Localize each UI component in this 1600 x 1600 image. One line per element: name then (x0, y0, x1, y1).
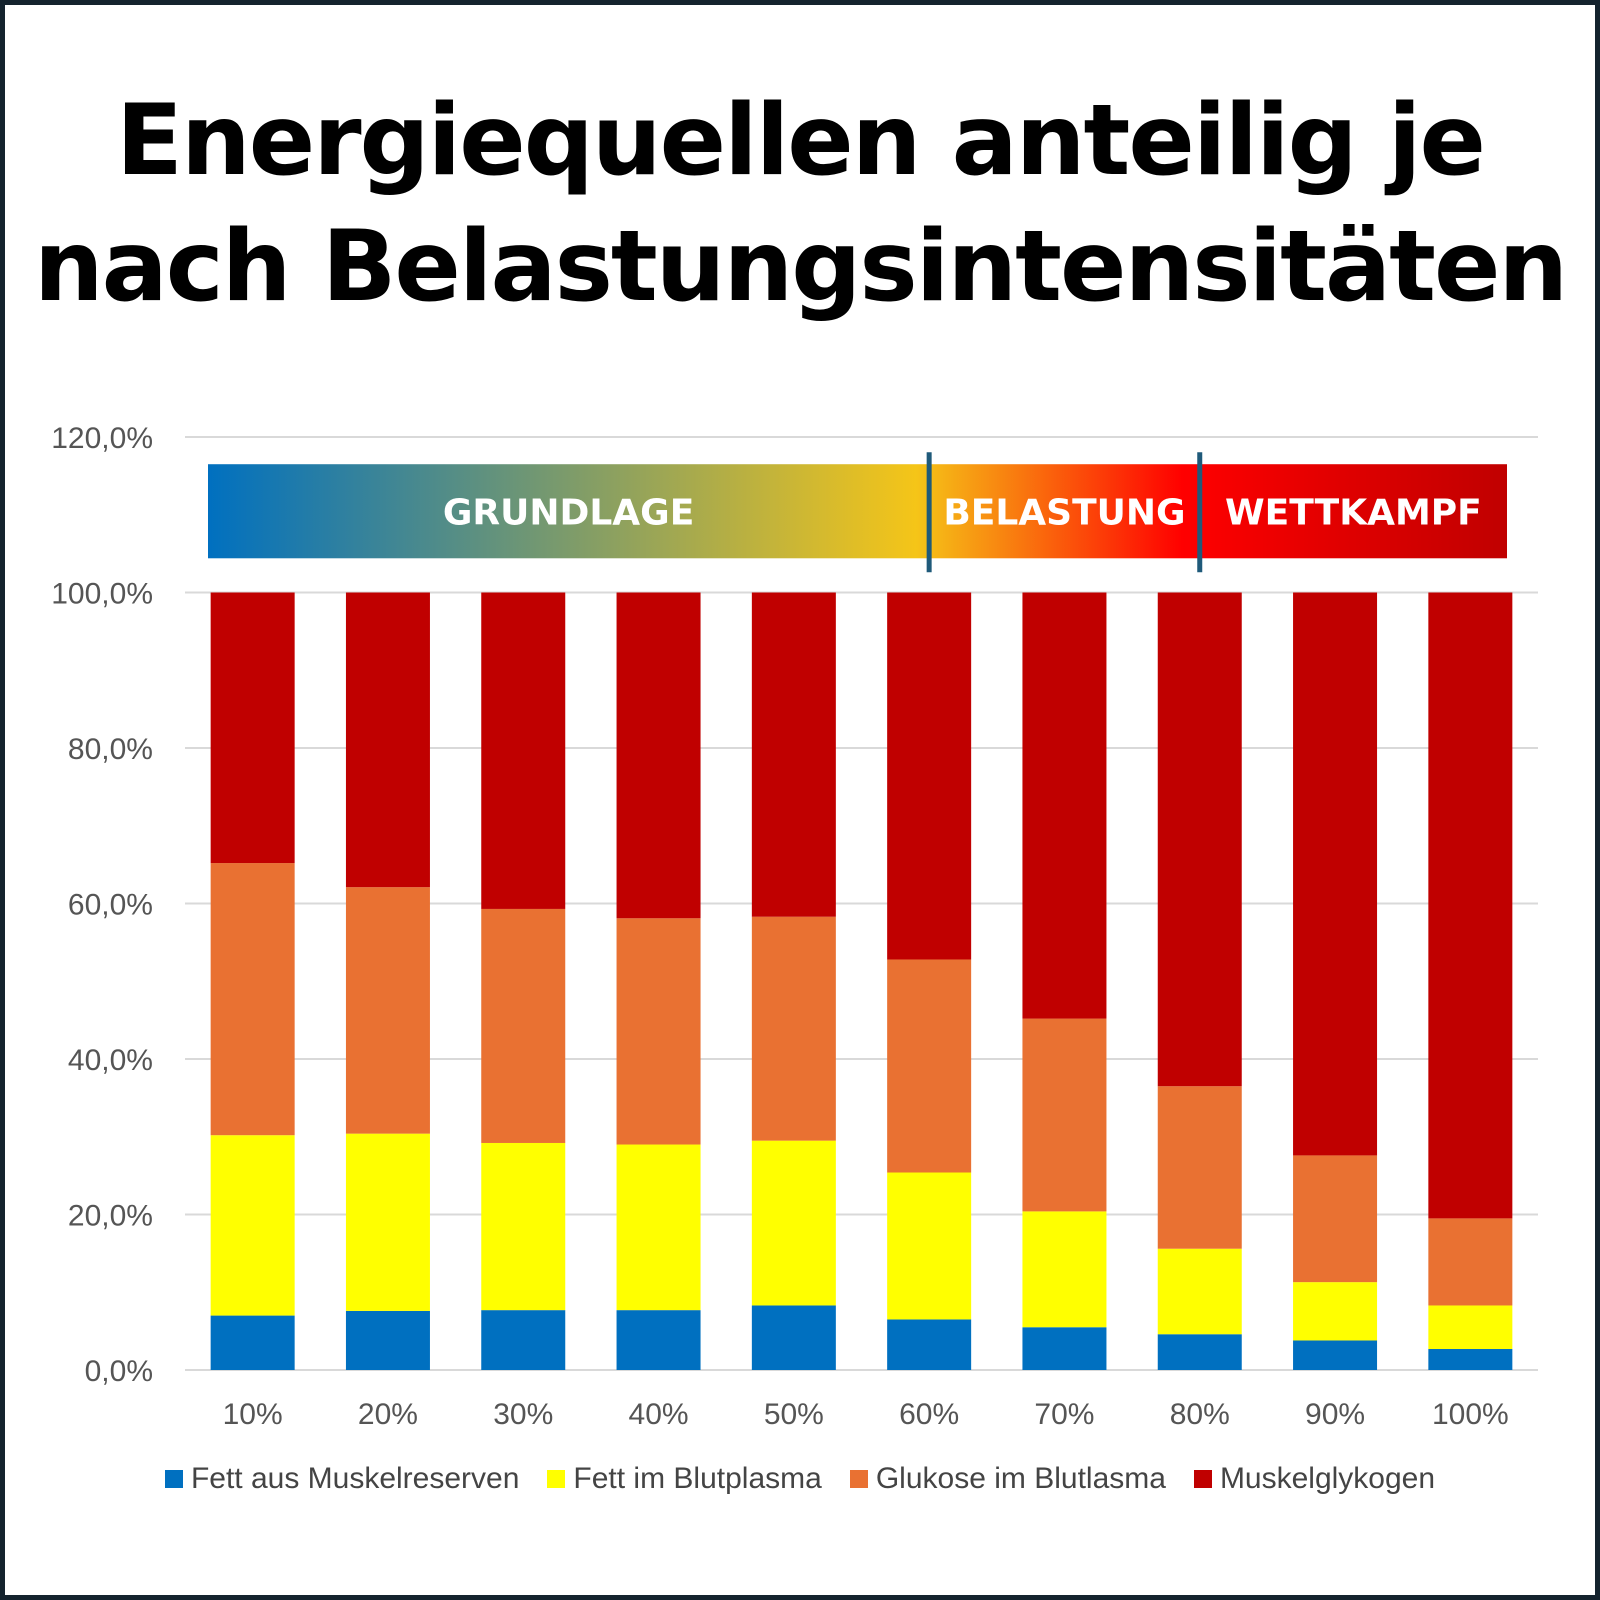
bar-stack (616, 592, 701, 1370)
bar-segment (481, 1310, 566, 1370)
bar-segment (345, 1133, 430, 1311)
bar-segment (751, 592, 836, 917)
chart-title-line1: Energiequellen anteilig je (116, 84, 1486, 198)
intensity-band: GRUNDLAGE BELASTUNG WETTKAMPF (208, 452, 1507, 573)
legend-item: Fett im Blutplasma (547, 1462, 822, 1496)
bar-stack (345, 592, 430, 1370)
bar-segment (1428, 592, 1513, 1219)
bar-segment (616, 592, 701, 919)
bar-segment (1157, 1334, 1242, 1370)
bar-segment (1022, 1018, 1107, 1212)
bar-segment (210, 1315, 295, 1370)
bar-stack (210, 592, 295, 1370)
x-tick-label: 90% (1305, 1398, 1365, 1431)
bar-stack (1022, 592, 1107, 1370)
bar-segment (616, 918, 701, 1145)
bar-stack (887, 592, 972, 1370)
legend-swatch (1193, 1470, 1212, 1488)
chart-title: Energiequellen anteilig je nach Belastun… (0, 78, 1600, 330)
band-label: BELASTUNG (943, 492, 1185, 533)
x-tick-label: 50% (764, 1398, 824, 1431)
y-tick-label: 0,0% (85, 1355, 153, 1388)
legend-item: Glukose im Blutlasma (849, 1462, 1166, 1496)
legend: Fett aus Muskelreserven Fett im Blutplasm… (0, 1462, 1600, 1496)
chart-title-line2: nach Belastungsintensitäten (33, 210, 1568, 324)
bar-segment (751, 1140, 836, 1306)
bar-segment (345, 1310, 430, 1370)
bar-segment (1022, 1211, 1107, 1328)
bar-stack (1428, 592, 1513, 1370)
bar-segment (887, 1172, 972, 1320)
bar-segment (1293, 1282, 1378, 1341)
bars (210, 592, 1513, 1370)
x-tick-label: 20% (358, 1398, 418, 1431)
y-tick-label: 60,0% (68, 889, 153, 922)
bar-segment (1428, 1349, 1513, 1370)
y-axis-ticks: 0,0% 20,0% 40,0% 60,0% 80,0% 100,0% 120,0% (51, 422, 153, 1388)
bar-stack (481, 592, 566, 1370)
y-tick-label: 40,0% (68, 1044, 153, 1077)
bar-segment (887, 959, 972, 1173)
y-tick-label: 80,0% (68, 733, 153, 766)
intensity-band-bar (208, 464, 1507, 559)
x-tick-label: 70% (1034, 1398, 1094, 1431)
bar-segment (887, 592, 972, 960)
bar-stack (751, 592, 836, 1370)
bar-segment (1428, 1218, 1513, 1306)
x-axis-ticks: 10% 20% 30% 40% 50% 60% 70% 80% 90% 100% (223, 1398, 1509, 1431)
y-tick-label: 120,0% (51, 422, 153, 455)
bar-segment (751, 916, 836, 1141)
legend-item: Fett aus Muskelreserven (164, 1462, 520, 1496)
bar-segment (1293, 1155, 1378, 1283)
x-tick-label: 100% (1432, 1398, 1509, 1431)
legend-swatch (849, 1470, 868, 1488)
bar-segment (481, 1142, 566, 1311)
legend-swatch (164, 1470, 183, 1488)
bar-segment (210, 863, 295, 1136)
legend-item: Muskelglykogen (1193, 1462, 1436, 1496)
x-tick-label: 40% (629, 1398, 689, 1431)
legend-label: Fett aus Muskelreserven (190, 1462, 520, 1495)
bar-segment (1293, 592, 1378, 1156)
bar-segment (1157, 1248, 1242, 1335)
x-tick-label: 30% (493, 1398, 553, 1431)
legend-label: Glukose im Blutlasma (875, 1462, 1166, 1495)
x-tick-label: 60% (899, 1398, 959, 1431)
band-label: GRUNDLAGE (443, 492, 694, 533)
bar-stack (1293, 592, 1378, 1370)
legend-label: Muskelglykogen (1219, 1462, 1436, 1495)
x-tick-label: 80% (1170, 1398, 1230, 1431)
x-tick-label: 10% (223, 1398, 283, 1431)
bar-segment (616, 1310, 701, 1370)
bar-stack (1157, 592, 1242, 1370)
bar-segment (1157, 1086, 1242, 1249)
bar-segment (481, 592, 566, 909)
y-tick-label: 20,0% (68, 1200, 153, 1233)
bar-segment (345, 592, 430, 888)
legend-swatch (547, 1470, 566, 1488)
band-label: WETTKAMPF (1225, 492, 1482, 533)
y-tick-label: 100,0% (51, 578, 153, 611)
bar-segment (345, 887, 430, 1134)
bar-segment (210, 592, 295, 864)
bar-segment (1022, 592, 1107, 1019)
bar-segment (481, 908, 566, 1143)
bar-segment (751, 1305, 836, 1370)
bar-segment (616, 1144, 701, 1311)
bar-segment (1022, 1327, 1107, 1370)
bar-segment (1157, 592, 1242, 1087)
bar-segment (1428, 1305, 1513, 1350)
bar-segment (887, 1319, 972, 1370)
bar-segment (210, 1135, 295, 1316)
bar-segment (1293, 1340, 1378, 1370)
legend-label: Fett im Blutplasma (573, 1462, 822, 1495)
